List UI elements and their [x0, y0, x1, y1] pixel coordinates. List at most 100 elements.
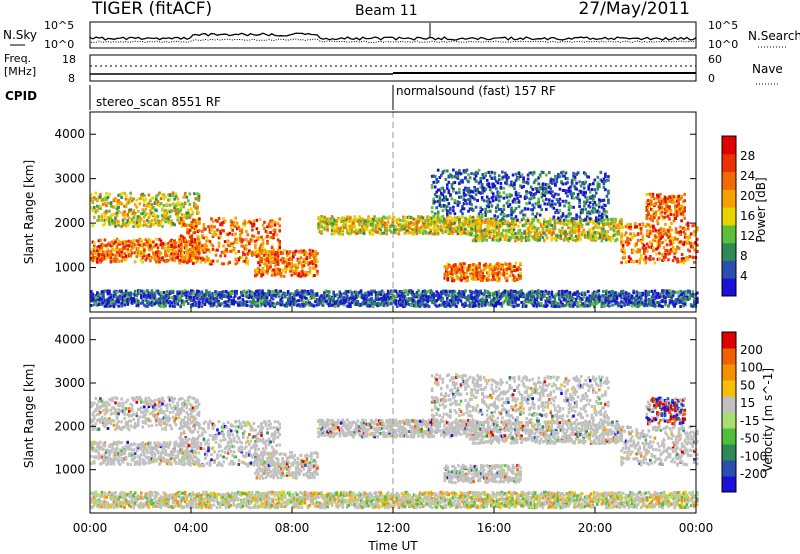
data-cell	[534, 178, 537, 182]
data-cell	[438, 195, 442, 199]
data-cell	[152, 254, 155, 258]
data-cell	[533, 233, 537, 237]
data-cell	[231, 228, 234, 232]
data-cell	[190, 237, 194, 241]
data-cell	[258, 270, 262, 274]
data-cell	[313, 254, 316, 258]
data-cell	[474, 233, 478, 237]
data-cell	[171, 297, 175, 301]
data-cell	[153, 294, 157, 298]
data-cell	[137, 303, 140, 307]
data-cell	[505, 271, 509, 275]
data-cell	[662, 232, 666, 236]
data-cell	[479, 279, 483, 283]
data-cell	[474, 188, 478, 192]
data-cell	[135, 223, 139, 227]
data-cell	[538, 221, 541, 225]
data-cell	[264, 295, 267, 299]
data-cell	[347, 232, 351, 236]
data-cell	[233, 294, 237, 298]
data-cell	[487, 209, 490, 213]
data-cell	[91, 224, 95, 228]
data-cell	[152, 223, 155, 227]
data-cell	[533, 238, 537, 242]
data-cell	[596, 184, 600, 188]
data-cell	[130, 298, 134, 302]
data-cell	[182, 239, 186, 243]
data-cell	[588, 220, 591, 224]
data-cell	[170, 257, 173, 261]
data-cell	[120, 290, 123, 294]
data-cell	[196, 239, 199, 243]
data-cell	[558, 197, 562, 201]
data-cell	[188, 216, 192, 220]
data-cell	[490, 233, 493, 237]
data-cell	[382, 220, 385, 224]
data-cell	[262, 300, 266, 304]
data-cell	[174, 300, 178, 303]
data-cell	[553, 236, 557, 240]
data-cell	[135, 205, 139, 209]
data-cell	[137, 217, 140, 221]
data-cell	[532, 236, 535, 240]
data-cell	[156, 215, 160, 219]
data-cell	[243, 221, 247, 225]
data-cell	[155, 197, 158, 201]
data-cell	[592, 196, 595, 200]
data-cell	[336, 226, 340, 230]
data-cell	[446, 169, 449, 173]
data-cell	[164, 220, 167, 224]
data-cell	[183, 201, 187, 205]
data-cell	[558, 209, 562, 213]
data-cell	[177, 249, 181, 253]
data-cell	[242, 260, 245, 263]
data-cell	[691, 245, 695, 249]
data-cell	[663, 215, 667, 219]
data-cell	[561, 213, 565, 217]
data-cell	[547, 220, 551, 224]
data-cell	[204, 227, 207, 231]
data-cell	[656, 231, 660, 235]
data-cell	[158, 253, 161, 257]
data-cell	[653, 261, 657, 265]
data-cell	[607, 198, 610, 202]
data-cell	[118, 202, 122, 206]
data-cell	[522, 213, 525, 217]
data-cell	[647, 205, 650, 209]
data-cell	[504, 171, 507, 175]
data-cell	[680, 219, 683, 223]
data-cell	[112, 205, 116, 209]
data-cell	[182, 256, 186, 260]
data-cell	[587, 210, 590, 214]
data-cell	[650, 200, 653, 203]
data-cell	[505, 193, 509, 197]
data-cell	[478, 262, 481, 265]
data-cell	[124, 258, 128, 262]
data-cell	[254, 252, 257, 256]
data-cell	[546, 236, 549, 240]
data-cell	[472, 268, 475, 272]
data-cell	[647, 199, 650, 202]
data-cell	[525, 192, 528, 196]
data-cell	[162, 216, 166, 220]
data-cell	[193, 201, 196, 205]
data-cell	[484, 173, 487, 177]
data-cell	[234, 237, 237, 241]
data-cell	[109, 219, 113, 223]
data-cell	[399, 223, 402, 227]
data-cell	[106, 292, 110, 296]
data-cell	[538, 205, 542, 209]
data-cell	[501, 265, 504, 269]
data-cell	[197, 303, 201, 307]
data-cell	[517, 172, 521, 175]
data-cell	[496, 238, 499, 242]
data-cell	[452, 181, 455, 185]
data-cell	[572, 171, 575, 175]
data-cell	[320, 215, 323, 218]
data-cell	[453, 199, 457, 202]
data-cell	[675, 199, 679, 203]
data-cell	[526, 177, 530, 181]
data-cell	[326, 223, 329, 227]
data-cell	[273, 273, 277, 277]
data-cell	[174, 245, 178, 249]
